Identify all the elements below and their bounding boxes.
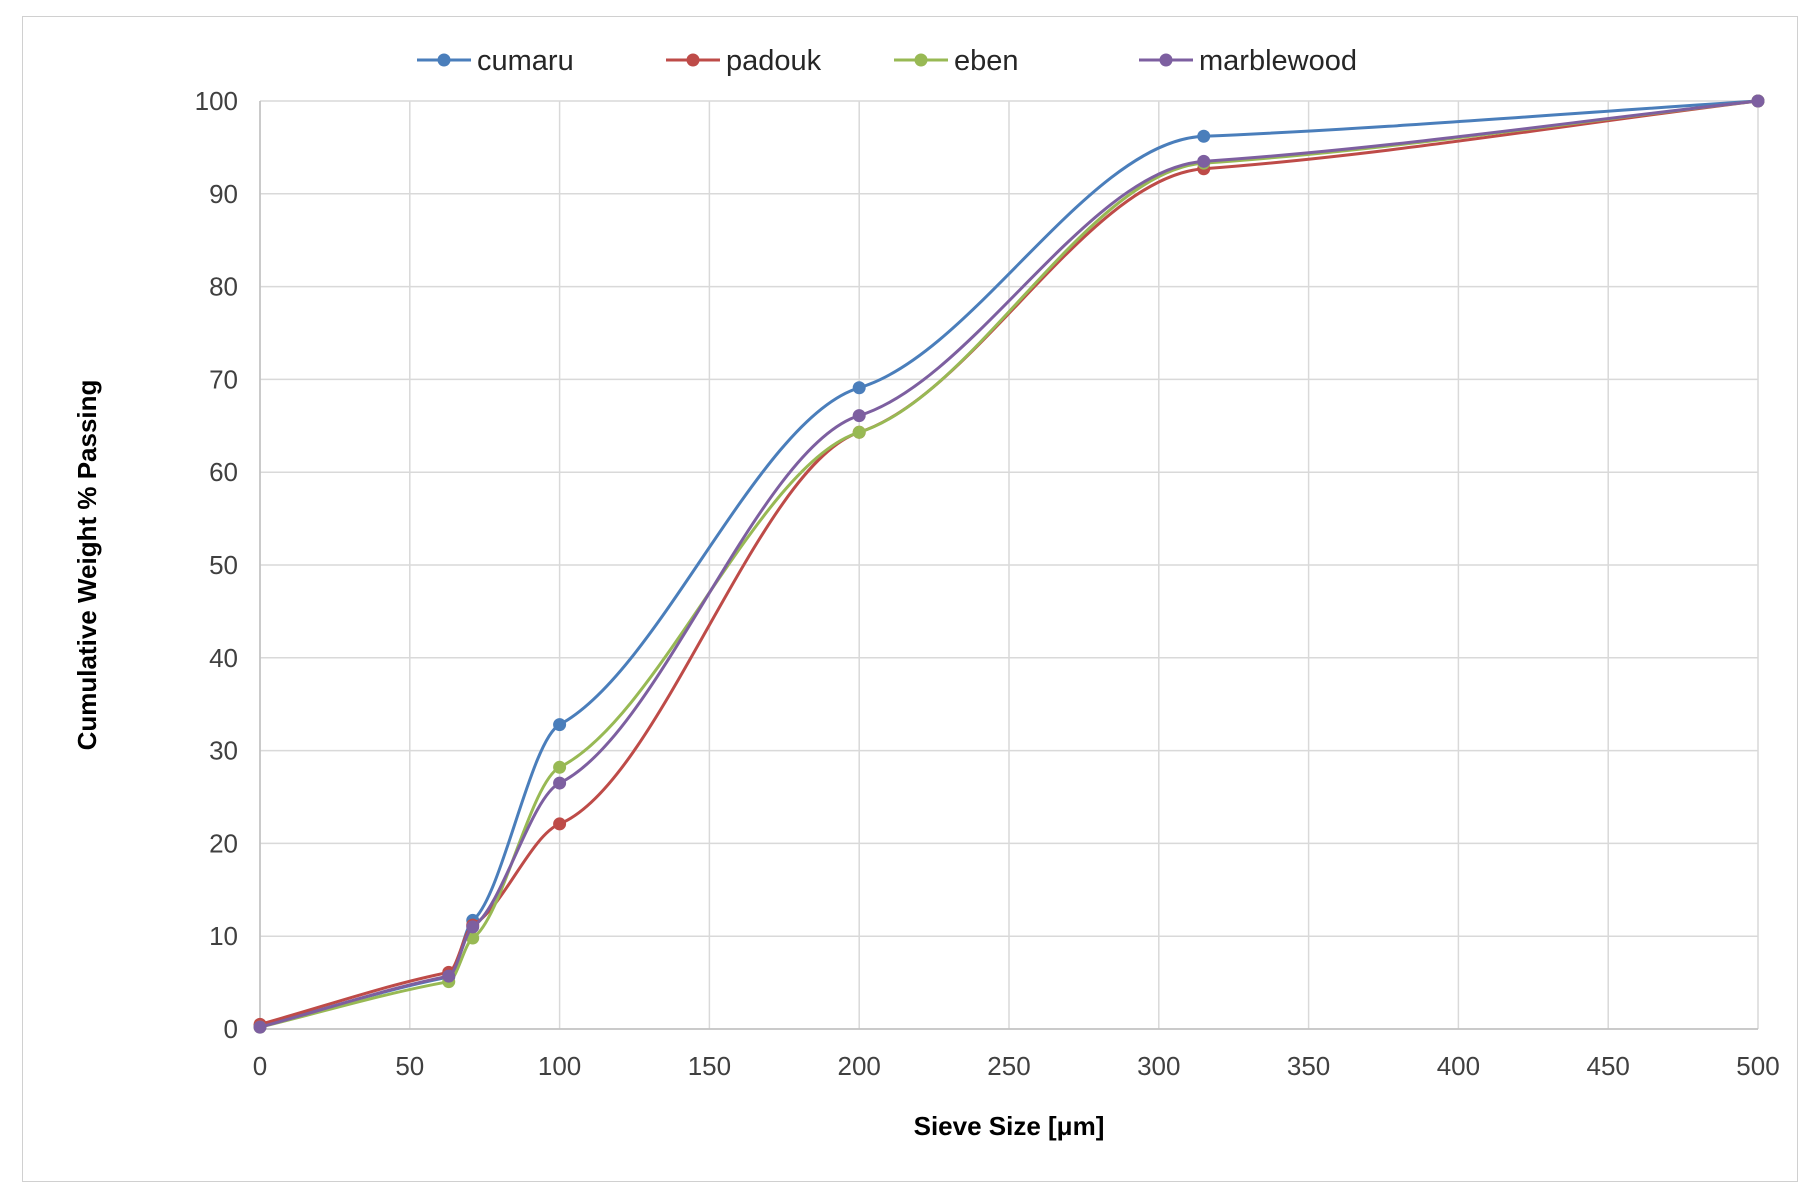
series-line-padouk	[259, 99, 1759, 1026]
series-line-marblewood	[259, 99, 1759, 1029]
y-tick-label: 50	[209, 550, 238, 580]
x-tick-label: 250	[987, 1051, 1030, 1081]
y-tick-label: 0	[224, 1014, 238, 1044]
data-point-cumaru	[553, 718, 567, 732]
y-tick-label: 20	[209, 828, 238, 858]
y-axis-title: Cumulative Weight % Passing	[72, 380, 102, 751]
series-lines	[253, 94, 1765, 1034]
x-tick-label: 500	[1736, 1051, 1779, 1081]
x-tick-label: 200	[838, 1051, 881, 1081]
data-point-eben	[852, 425, 866, 439]
tick-labels: 0 50 100 150 200 250 300 350 400 450 500 0 10 20 30 40 5…	[195, 86, 1780, 1081]
x-tick-label: 300	[1137, 1051, 1180, 1081]
x-axis-title: Sieve Size [μm]	[914, 1111, 1105, 1141]
data-point-eben	[553, 760, 567, 774]
x-tick-label: 0	[253, 1051, 267, 1081]
x-tick-label: 50	[395, 1051, 424, 1081]
y-tick-label: 30	[209, 736, 238, 766]
y-tick-label: 10	[209, 921, 238, 951]
data-point-marblewood	[253, 1020, 267, 1034]
y-tick-label: 40	[209, 643, 238, 673]
legend-marker-eben	[914, 53, 928, 67]
data-point-marblewood	[852, 409, 866, 423]
chart-frame	[22, 16, 1798, 1182]
x-tick-label: 150	[688, 1051, 731, 1081]
data-point-marblewood	[1197, 154, 1211, 168]
data-point-marblewood	[466, 920, 480, 934]
y-tick-label: 80	[209, 272, 238, 302]
series-line-eben	[259, 99, 1759, 1029]
legend-label-marblewood: marblewood	[1199, 45, 1357, 77]
x-tick-label: 100	[538, 1051, 581, 1081]
legend-label-padouk: padouk	[726, 45, 822, 77]
x-tick-label: 350	[1287, 1051, 1330, 1081]
data-point-marblewood	[553, 776, 567, 790]
data-point-cumaru	[1197, 129, 1211, 143]
data-point-marblewood	[442, 969, 456, 983]
legend-label-cumaru: cumaru	[477, 45, 574, 77]
legend-label-eben: eben	[954, 45, 1019, 77]
x-tick-label: 400	[1437, 1051, 1480, 1081]
grid	[259, 100, 1759, 1030]
y-tick-label: 100	[195, 86, 238, 116]
y-tick-label: 60	[209, 457, 238, 487]
data-point-marblewood	[1751, 94, 1765, 108]
x-tick-label: 450	[1587, 1051, 1630, 1081]
legend-marker-marblewood	[1159, 53, 1173, 67]
y-tick-label: 90	[209, 179, 238, 209]
legend: cumaru padouk eben marblewood	[417, 45, 1357, 77]
data-point-cumaru	[852, 381, 866, 395]
legend-marker-padouk	[686, 53, 700, 67]
data-point-padouk	[553, 817, 567, 831]
data-point-eben	[466, 931, 480, 945]
y-tick-label: 70	[209, 364, 238, 394]
legend-marker-cumaru	[437, 53, 451, 67]
